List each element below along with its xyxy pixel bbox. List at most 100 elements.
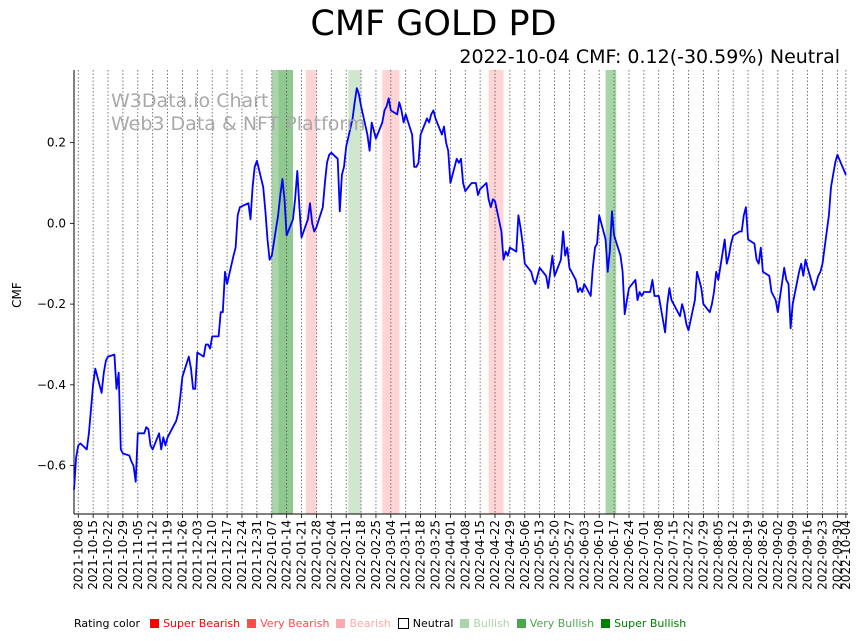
x-tick-label: 2022-06-03: [577, 520, 591, 590]
x-tick-label: 2022-02-11: [339, 520, 353, 590]
x-tick-label: 2022-03-18: [414, 520, 428, 590]
x-tick-label: 2021-10-22: [101, 520, 115, 590]
x-tick-label: 2022-03-11: [399, 520, 413, 590]
x-tick-label: 2022-04-29: [503, 520, 517, 590]
y-axis-label: CMF: [10, 282, 24, 308]
rating-legend: Rating color Super Bearish Very Bearish Be…: [74, 617, 693, 630]
rating-band-very-bullish: [278, 70, 294, 514]
rating-band-bearish: [305, 70, 317, 514]
legend-item-label: Very Bearish: [260, 617, 330, 630]
x-tick-label: 2022-05-06: [518, 520, 532, 590]
legend-swatch: [336, 619, 346, 628]
x-tick-label: 2022-09-23: [815, 520, 829, 590]
x-tick-label: 2022-03-04: [384, 520, 398, 590]
x-tick-label: 2021-12-10: [205, 520, 219, 590]
chart-title: CMF GOLD PD: [310, 4, 557, 44]
legend-item-label: Bullish: [473, 617, 510, 630]
y-tick-label: −0.6: [37, 459, 66, 473]
x-tick-label: 2021-10-08: [71, 520, 85, 590]
x-tick-label: 2022-07-29: [696, 520, 710, 590]
legend-item-label: Super Bullish: [614, 617, 687, 630]
legend-swatch: [247, 619, 257, 628]
legend-label: Rating color: [74, 617, 141, 630]
legend-item-label: Very Bullish: [529, 617, 595, 630]
x-tick-label: 2021-11-05: [131, 520, 145, 590]
x-tick-label: 2022-01-28: [309, 520, 323, 590]
x-tick-label: 2021-11-26: [175, 520, 189, 590]
axes: [73, 70, 848, 515]
x-tick-label: 2022-04-08: [458, 520, 472, 590]
x-tick-label: 2022-05-27: [562, 520, 576, 590]
legend-item-very-bullish: Very Bullish: [516, 617, 595, 630]
cmf-series-line: [73, 87, 847, 490]
x-tick-label: 2022-02-04: [324, 520, 338, 590]
x-tick-label: 2022-07-01: [637, 520, 651, 590]
x-tick-label: 2022-09-09: [786, 520, 800, 590]
x-tick-label: 2022-09-30: [830, 520, 844, 590]
watermark-line-2: Web3 Data & NFT Platform: [111, 113, 366, 135]
rating-band-very-bullish: [605, 70, 617, 514]
x-tick-label: 2022-04-15: [473, 520, 487, 590]
watermark-line-1: W3Data.io Chart: [111, 90, 269, 112]
rating-band-bullish: [348, 70, 362, 514]
rating-band-bullish: [271, 70, 279, 514]
legend-item-label: Neutral: [412, 617, 454, 630]
legend-swatch: [601, 619, 611, 628]
x-tick-label: 2022-07-08: [652, 520, 666, 590]
x-tick-label: 2022-02-25: [369, 520, 383, 590]
x-tick-label: 2021-11-19: [161, 520, 175, 590]
x-tick-label: 2022-04-22: [488, 520, 502, 590]
y-axis-ticks: −0.6 −0.4 −0.2 0.0 0.2: [37, 136, 74, 473]
rating-band-bearish: [488, 70, 504, 514]
x-axis-ticks: 2021-10-08 2021-10-15 2021-10-22 2021-10-29…: [71, 514, 853, 590]
legend-item-bearish: Bearish: [336, 617, 391, 630]
legend-item-super-bullish: Super Bullish: [601, 617, 686, 630]
x-tick-label: 2022-01-14: [280, 520, 294, 590]
y-tick-label: 0.0: [47, 216, 66, 230]
x-tick-label: 2022-08-12: [726, 520, 740, 590]
legend-item-neutral: Neutral: [397, 617, 454, 630]
x-tick-label: 2022-08-05: [711, 520, 725, 590]
x-tick-label: 2021-12-24: [235, 520, 249, 590]
legend-swatch: [516, 619, 526, 628]
legend-item-super-bearish: Super Bearish: [150, 617, 240, 630]
legend-swatch: [460, 619, 470, 628]
x-tick-label: 2022-01-07: [265, 520, 279, 590]
x-tick-label: 2022-02-18: [354, 520, 368, 590]
legend-swatch: [397, 618, 409, 629]
legend-item-label: Super Bearish: [163, 617, 241, 630]
x-tick-label: 2021-12-31: [250, 520, 264, 590]
x-tick-label: 2022-09-02: [771, 520, 785, 590]
x-tick-label: 2021-12-03: [190, 520, 204, 590]
rating-bands: [271, 70, 617, 514]
x-tick-label: 2022-07-15: [667, 520, 681, 590]
x-tick-label: 2022-09-16: [801, 520, 815, 590]
x-tick-label: 2022-03-25: [428, 520, 442, 590]
legend-item-label: Bearish: [349, 617, 391, 630]
x-tick-label: 2022-04-01: [443, 520, 457, 590]
x-tick-label: 2021-10-29: [116, 520, 130, 590]
vertical-gridlines: [77, 70, 847, 514]
x-tick-label: 2021-12-17: [220, 520, 234, 590]
x-tick-label: 2022-08-26: [756, 520, 770, 590]
x-tick-label: 2022-05-13: [533, 520, 547, 590]
legend-swatch: [150, 619, 160, 628]
legend-item-very-bearish: Very Bearish: [247, 617, 329, 630]
y-tick-label: 0.2: [47, 136, 66, 150]
x-tick-label: 2022-08-19: [741, 520, 755, 590]
chart-subtitle: 2022-10-04 CMF: 0.12(-30.59%) Neutral: [459, 46, 840, 68]
legend-item-bullish: Bullish: [460, 617, 510, 630]
x-tick-label: 2022-06-24: [622, 520, 636, 590]
y-tick-label: −0.4: [37, 378, 66, 392]
x-tick-label: 2022-06-17: [607, 520, 621, 590]
x-tick-label: 2022-05-20: [548, 520, 562, 590]
x-tick-label: 2022-10-04: [839, 520, 853, 590]
x-tick-label: 2021-10-15: [86, 520, 100, 590]
x-tick-label: 2021-11-12: [146, 520, 160, 590]
y-tick-label: −0.2: [37, 297, 66, 311]
legend-items: Super Bearish Very Bearish Bearish Neutral B…: [150, 617, 693, 630]
x-tick-label: 2022-06-10: [592, 520, 606, 590]
x-tick-label: 2022-07-22: [682, 520, 696, 590]
x-tick-label: 2022-01-21: [295, 520, 309, 590]
